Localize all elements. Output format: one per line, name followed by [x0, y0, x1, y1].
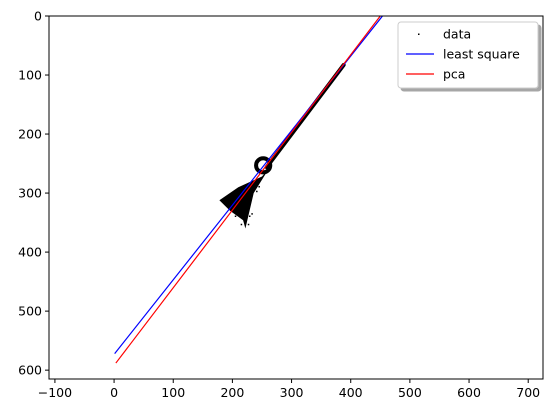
data-blob	[219, 168, 270, 229]
y-tick-label: 200	[18, 127, 42, 142]
legend-box	[397, 21, 539, 89]
data-point	[234, 215, 237, 218]
x-tick-label: 0	[110, 385, 118, 400]
legend-label-least-square: least square	[443, 47, 520, 62]
legend-marker-data	[418, 33, 420, 35]
series-line-pca	[115, 16, 382, 364]
x-tick-label: 200	[220, 385, 244, 400]
x-tick-label: −100	[38, 385, 72, 400]
x-axis: −100 0 100 200 300 400 500 600 700	[38, 379, 540, 400]
data-point	[226, 203, 228, 206]
x-tick-label: 300	[280, 385, 304, 400]
y-tick-label: 500	[18, 304, 42, 319]
x-tick-label: 100	[161, 385, 185, 400]
data-point	[240, 223, 243, 226]
legend: data least square pca	[397, 21, 539, 89]
legend-label-data: data	[443, 27, 471, 42]
y-tick-label: 0	[34, 9, 42, 24]
data-point	[248, 215, 251, 218]
y-tick-label: 100	[18, 68, 42, 83]
legend-label-pca: pca	[443, 67, 465, 82]
plot-marks	[114, 16, 384, 364]
x-tick-label: 500	[398, 385, 422, 400]
data-point	[251, 213, 253, 215]
y-axis: 0 100 200 300 400 500 600	[18, 9, 49, 378]
x-tick-label: 600	[457, 385, 481, 400]
x-tick-label: 700	[516, 385, 540, 400]
x-tick-label: 400	[339, 385, 363, 400]
data-point	[258, 185, 260, 188]
data-point	[256, 190, 258, 193]
y-tick-label: 400	[18, 245, 42, 260]
data-ring	[254, 156, 273, 175]
plot-area-frame	[48, 15, 544, 380]
y-tick-label: 300	[18, 186, 42, 201]
y-tick-label: 600	[18, 363, 42, 378]
data-point	[247, 223, 250, 226]
